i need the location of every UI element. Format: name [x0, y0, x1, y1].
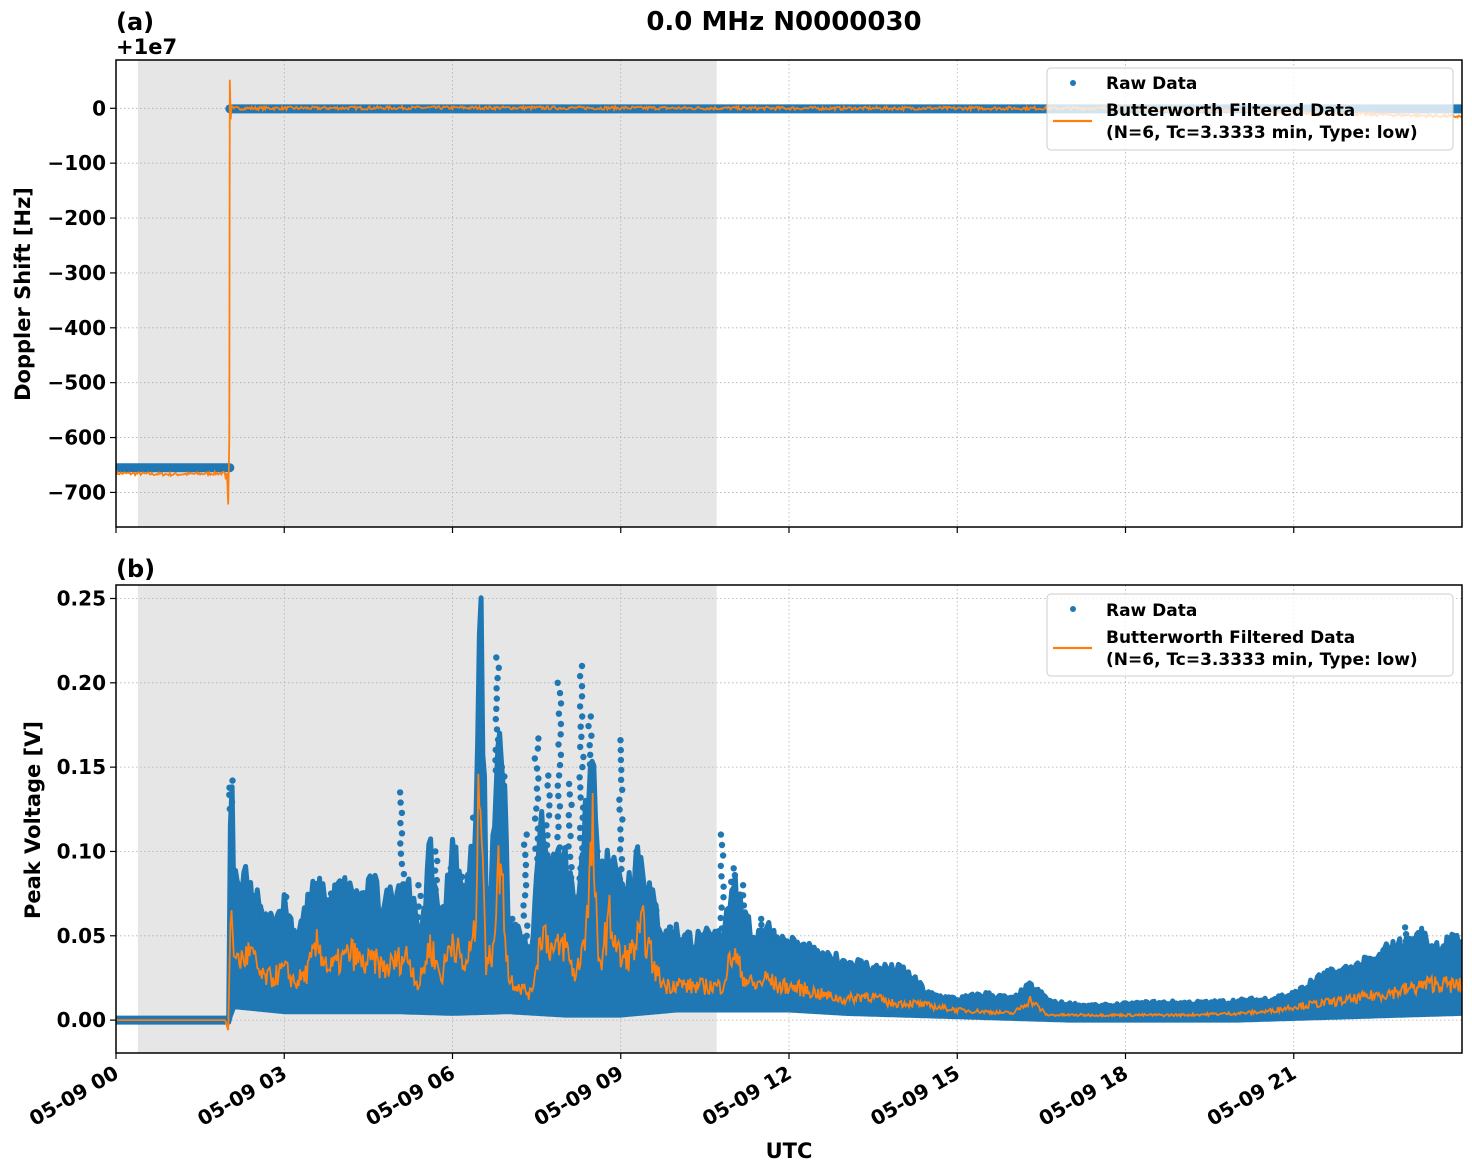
- panel-a-legend: Raw Data Butterworth Filtered Data (N=6,…: [1046, 67, 1454, 151]
- panel-b-legend: Raw Data Butterworth Filtered Data (N=6,…: [1046, 593, 1454, 677]
- y-tick-label: −700: [47, 480, 106, 504]
- panel-a-label: (a): [116, 8, 154, 36]
- legend-filtered-label-2: (N=6, Tc=3.3333 min, Type: low): [1106, 123, 1418, 143]
- y-tick-label: 0.00: [57, 1008, 106, 1032]
- x-tick-label: 05-09 18: [1034, 1061, 1132, 1131]
- y-tick-label: 0.20: [57, 671, 106, 695]
- panel-b-plot-data: [116, 595, 1462, 1031]
- y-tick-label: −600: [47, 426, 106, 450]
- y-tick-label: −300: [47, 261, 106, 285]
- x-tick-label: 05-09 15: [866, 1061, 964, 1131]
- x-tick-label: 05-09 21: [1203, 1061, 1301, 1131]
- panel-a-y-ticks: 0 −100 −200 −300 −400 −500 −600 −700: [47, 96, 116, 504]
- panel-a-x-ticks: [115, 527, 1295, 533]
- legend-raw-label: Raw Data: [1106, 601, 1197, 621]
- y-tick-label: −400: [47, 316, 106, 340]
- panel-a-ylabel: Doppler Shift [Hz]: [11, 187, 35, 401]
- y-tick-label: 0.25: [57, 586, 106, 610]
- legend-raw-marker-icon: [1070, 80, 1076, 86]
- y-tick-label: 0.15: [57, 755, 106, 779]
- y-tick-label: 0: [92, 96, 106, 120]
- legend-filtered-label-1: Butterworth Filtered Data: [1106, 628, 1355, 648]
- panel-b-ylabel: Peak Voltage [V]: [21, 721, 45, 919]
- legend-raw-marker-icon: [1070, 606, 1076, 612]
- x-tick-label: 05-09 09: [530, 1061, 628, 1131]
- legend-filtered-label-1: Butterworth Filtered Data: [1106, 101, 1355, 121]
- panel-a-axes: 0 −100 −200 −300 −400 −500 −600 −700 Doppler Sh…: [11, 59, 1463, 533]
- panel-b-axes: 0.000.050.100.150.200.25 05-09 00 05-09 0…: [21, 584, 1463, 1131]
- y-tick-label: 0.10: [57, 839, 106, 863]
- panel-b-y-ticks: 0.00 0.05 0.10 0.15 0.20 0.25: [57, 586, 116, 1032]
- x-tick-label: 05-09 06: [361, 1061, 459, 1131]
- x-axis-label: UTC: [766, 1139, 813, 1163]
- x-tick-label: 05-09 12: [698, 1061, 796, 1131]
- x-tick-label: 05-09 00: [25, 1061, 123, 1131]
- legend-raw-label: Raw Data: [1106, 74, 1197, 94]
- panel-a-offset-text: +1e7: [116, 35, 177, 59]
- y-tick-label: −200: [47, 206, 106, 230]
- panel-a-shaded-region: [137, 60, 717, 527]
- figure-title: 0.0 MHz N0000030: [646, 7, 921, 37]
- legend-filtered-label-2: (N=6, Tc=3.3333 min, Type: low): [1106, 650, 1418, 670]
- y-tick-label: −500: [47, 371, 106, 395]
- x-tick-label: 05-09 03: [193, 1061, 291, 1131]
- panel-b-x-ticks: 05-09 00 05-09 03 05-09 06 05-09 09 05-09 12…: [25, 1053, 1300, 1131]
- y-tick-label: 0.05: [57, 924, 106, 948]
- y-tick-label: −100: [47, 151, 106, 175]
- panel-b-label: (b): [116, 555, 155, 583]
